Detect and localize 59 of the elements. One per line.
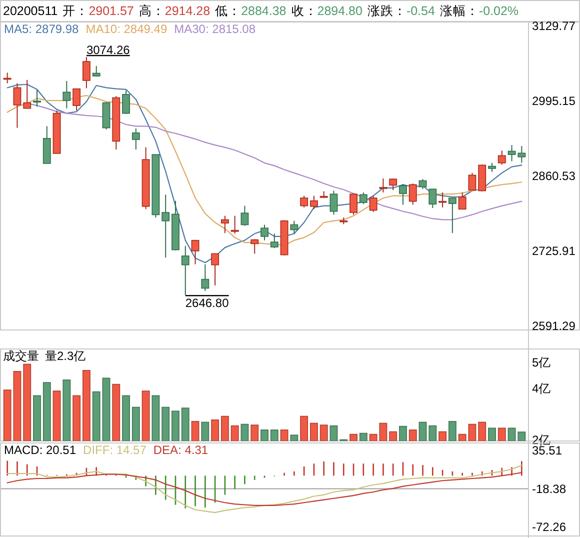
annotation: 3074.26 bbox=[86, 42, 130, 57]
candlestick bbox=[72, 88, 81, 112]
candlestick bbox=[62, 80, 71, 109]
series-label: MACD: 20.51 bbox=[4, 443, 76, 457]
candlestick bbox=[290, 220, 298, 234]
candlestick bbox=[82, 56, 90, 89]
candlestick bbox=[379, 178, 388, 193]
candlestick bbox=[458, 192, 466, 210]
chart-title: 20200511 开：2901.57 高：2914.28 低：2884.38 收：2894.80 涨跌：-0.54 涨幅：-0.02% bbox=[3, 4, 519, 18]
line-series bbox=[6, 464, 522, 514]
series-label: DEA: 4.31 bbox=[153, 443, 208, 457]
annotation: 量2.3亿 bbox=[45, 349, 86, 363]
y-tick-label: 2725.91 bbox=[532, 244, 576, 258]
candlestick bbox=[162, 194, 170, 258]
candlestick bbox=[23, 79, 32, 109]
candlestick bbox=[211, 253, 220, 286]
candlestick bbox=[220, 215, 229, 234]
candlestick bbox=[518, 146, 526, 164]
text: MA30: 2815.08 bbox=[174, 22, 256, 36]
y-tick-label: -18.38 bbox=[532, 482, 566, 496]
candlestick bbox=[122, 90, 130, 114]
y-tick-label: 5亿 bbox=[532, 356, 551, 370]
candlestick bbox=[408, 183, 417, 206]
candlestick bbox=[230, 215, 239, 234]
candlestick bbox=[13, 82, 22, 128]
candlestick bbox=[201, 264, 210, 292]
candlestick bbox=[181, 245, 190, 296]
candlestick bbox=[448, 198, 456, 234]
text: MA5: 2879.98 bbox=[4, 22, 80, 36]
candlestick bbox=[260, 224, 268, 241]
candlestick bbox=[418, 178, 427, 190]
candlestick bbox=[310, 195, 318, 210]
candlestick bbox=[359, 192, 368, 205]
candlestick bbox=[389, 178, 398, 191]
y-tick-label: 2860.53 bbox=[532, 169, 576, 184]
y-tick-label: -72.26 bbox=[532, 520, 566, 534]
candlestick bbox=[330, 190, 338, 216]
text: MA10: 2849.49 bbox=[86, 22, 168, 36]
candlestick bbox=[300, 195, 308, 208]
candlestick bbox=[33, 89, 41, 108]
y-tick-label: 3129.77 bbox=[532, 19, 576, 34]
series-label: DIFF: 14.57 bbox=[83, 443, 147, 457]
candlestick bbox=[369, 196, 378, 212]
y-tick-label: 2995.15 bbox=[532, 94, 576, 108]
chart-title: 成交量 bbox=[3, 349, 39, 363]
candlestick bbox=[240, 205, 249, 226]
annotation: 2646.80 bbox=[185, 296, 230, 310]
candlestick bbox=[498, 150, 506, 166]
y-tick-label: 2591.29 bbox=[532, 319, 576, 334]
candlestick bbox=[270, 233, 278, 249]
candlestick bbox=[428, 188, 437, 209]
y-tick-label: 4亿 bbox=[532, 381, 551, 396]
candlestick bbox=[191, 240, 200, 265]
candlestick bbox=[468, 172, 476, 191]
candlestick bbox=[350, 193, 358, 216]
candlestick bbox=[399, 184, 407, 206]
candlestick bbox=[508, 144, 516, 162]
candlestick bbox=[132, 128, 140, 150]
candlestick bbox=[250, 238, 259, 254]
